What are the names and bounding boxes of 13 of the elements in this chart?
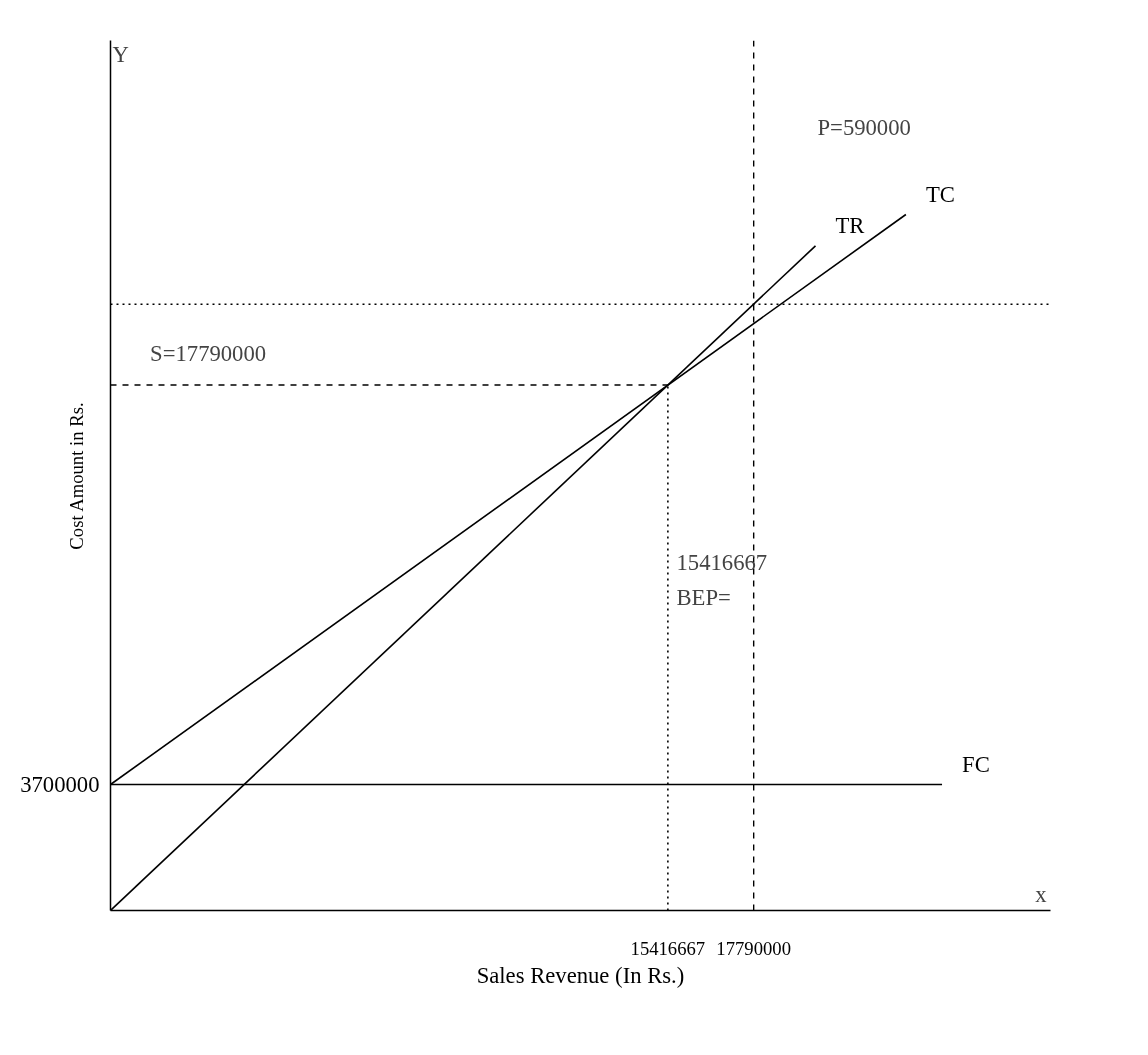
x-tick-label: 17790000 <box>716 937 791 959</box>
text: P=590000 <box>817 115 911 140</box>
annotation: 3700000 <box>20 772 100 798</box>
annotation: BEP= <box>676 584 731 610</box>
annotation: S=17790000 <box>150 341 267 367</box>
series-label: FC <box>962 751 990 777</box>
text: Y <box>112 42 129 67</box>
y-axis-title: Cost Amount in Rs. <box>66 402 88 550</box>
annotation: x <box>1035 882 1048 907</box>
series-label: TR <box>835 212 866 238</box>
series-label: TC <box>925 181 955 207</box>
annotation: 15416667 <box>676 550 768 575</box>
x-axis-title: Sales Revenue (In Rs.) <box>476 962 685 988</box>
